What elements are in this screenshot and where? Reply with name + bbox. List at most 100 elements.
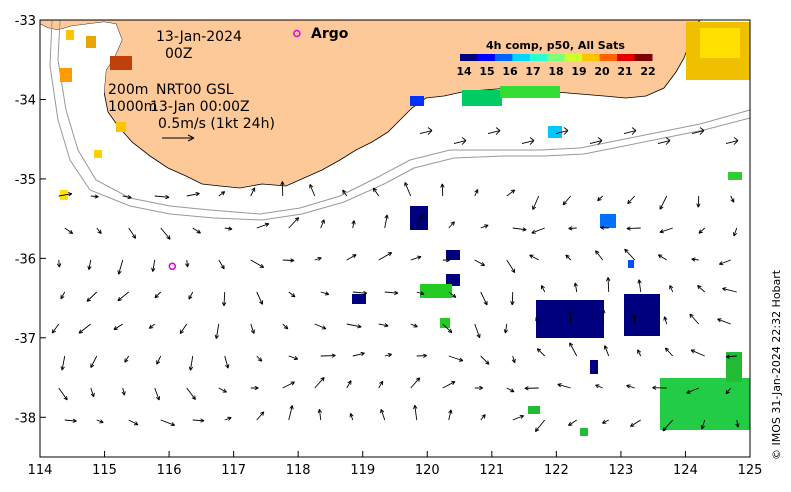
x-tick-label: 121 (479, 463, 504, 478)
current-arrow (440, 183, 445, 197)
current-arrow (154, 291, 162, 299)
current-arrow (565, 254, 572, 261)
colorbar-label: 18 (548, 65, 563, 78)
current-arrow (696, 195, 701, 208)
current-arrow (512, 414, 525, 421)
current-arrow (51, 323, 60, 334)
current-arrow (256, 222, 270, 229)
current-arrow (717, 318, 731, 325)
current-arrow (637, 349, 642, 357)
current-arrow (282, 381, 295, 389)
current-arrow (58, 192, 73, 197)
current-arrow (629, 419, 641, 427)
isobath-200m (57, 19, 751, 215)
current-arrow (121, 387, 126, 396)
current-arrow (657, 254, 667, 261)
isobath-1000m (49, 19, 751, 221)
current-arrow (282, 258, 295, 263)
current-arrow (480, 355, 490, 365)
current-arrow (280, 181, 285, 197)
y-tick-label: -33 (15, 14, 36, 29)
current-arrow (669, 285, 674, 293)
current-arrow (378, 380, 384, 389)
current-arrow (188, 291, 194, 300)
current-arrow (474, 323, 481, 339)
current-arrow (503, 323, 508, 334)
current-arrow (521, 137, 535, 145)
current-arrow (557, 383, 571, 389)
y-tick-label: -36 (15, 252, 36, 267)
current-arrow (419, 127, 433, 135)
colorbar-swatch (477, 54, 496, 61)
current-arrow (606, 277, 611, 293)
current-arrow (351, 220, 356, 229)
current-arrow (250, 385, 259, 391)
current-arrow (448, 355, 464, 362)
current-arrow (384, 214, 389, 229)
current-arrow (224, 416, 232, 421)
current-arrow (506, 259, 516, 274)
current-arrow (637, 279, 642, 293)
current-arrow (506, 189, 516, 197)
current-arrow (448, 291, 457, 298)
current-arrow (569, 342, 578, 357)
current-arrow (117, 259, 124, 275)
current-arrow (128, 227, 137, 239)
current-arrow (410, 255, 422, 261)
current-arrow (626, 226, 641, 231)
current-arrow (148, 323, 156, 329)
current-arrow (90, 355, 98, 368)
colorbar-swatch (494, 54, 513, 61)
x-tick-label: 123 (608, 463, 633, 478)
colorbar-swatch (460, 54, 478, 61)
current-arrow (416, 291, 425, 296)
x-tick-label: 116 (157, 463, 182, 478)
scale-arrow (162, 134, 195, 142)
current-arrow (380, 408, 386, 421)
current-arrow (555, 127, 569, 135)
current-arrow (250, 187, 256, 197)
current-arrow (626, 384, 635, 389)
current-arrow (524, 386, 539, 391)
current-arrow (250, 259, 265, 268)
current-arrow (725, 354, 737, 359)
date-line2: 00Z (165, 46, 192, 62)
current-arrow (657, 137, 671, 145)
colorbar-label: 21 (617, 65, 632, 78)
current-arrow (416, 214, 423, 229)
colorbar-swatch (547, 54, 566, 61)
argo-marker (168, 262, 177, 271)
current-arrow (698, 227, 706, 234)
current-arrow (346, 254, 357, 261)
current-arrow (90, 194, 99, 199)
current-arrow (58, 387, 68, 401)
current-arrow (218, 259, 225, 270)
x-tick-label: 122 (544, 463, 569, 478)
current-arrow (532, 195, 540, 210)
current-arrow (218, 191, 226, 197)
colorbar-labels: 14 15 16 17 18 19 20 21 22 (456, 65, 655, 78)
colorbar: 4h comp, p50, All Sats 14 15 16 17 18 19 20 21 2… (456, 39, 655, 78)
x-tick-label: 120 (415, 463, 440, 478)
current-arrow (529, 254, 539, 261)
current-arrow (96, 227, 102, 235)
colorbar-label: 22 (640, 65, 655, 78)
current-arrow (87, 259, 92, 271)
current-arrow (96, 419, 104, 424)
current-arrow (282, 323, 289, 330)
current-arrow (320, 353, 336, 358)
current-arrow (536, 348, 546, 357)
x-tick-label: 119 (350, 463, 375, 478)
current-arrow (60, 291, 66, 300)
colorbar-swatch (512, 54, 531, 61)
current-arrow (156, 355, 162, 365)
current-arrow (725, 137, 739, 145)
current-arrow (448, 221, 455, 229)
colorbar-swatch (617, 54, 636, 61)
current-arrow (224, 226, 233, 231)
current-arrow (442, 323, 453, 334)
current-arrow (697, 285, 706, 293)
current-arrow (160, 419, 176, 427)
sst-patches (60, 22, 750, 436)
current-arrow (56, 259, 62, 268)
